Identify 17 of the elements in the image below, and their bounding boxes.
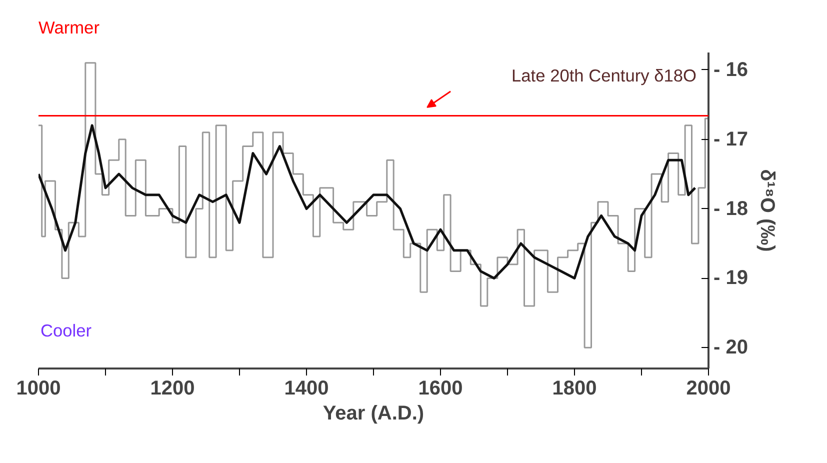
line-series bbox=[38, 124, 696, 280]
annotation: Cooler bbox=[40, 320, 92, 340]
y-tick-label: - 17 bbox=[714, 128, 748, 150]
y-tick-label: - 20 bbox=[714, 336, 748, 359]
y-tick-label: - 18 bbox=[714, 198, 748, 220]
y-axis-title: δ¹⁸O (‰) bbox=[756, 169, 778, 252]
y-tick-label: - 19 bbox=[714, 267, 748, 290]
x-tick-label: 1000 bbox=[16, 378, 61, 400]
x-tick-label: 1200 bbox=[150, 378, 195, 400]
x-tick-label: 1600 bbox=[418, 378, 463, 400]
x-axis-title: Year (A.D.) bbox=[322, 402, 424, 424]
ref-line-label: Late 20th Century δ18O bbox=[512, 66, 697, 86]
x-tick-label: 1400 bbox=[284, 378, 329, 400]
y-tick-label: - 16 bbox=[714, 58, 748, 81]
x-tick-label: 2000 bbox=[686, 378, 731, 400]
x-tick-label: 1800 bbox=[552, 378, 597, 400]
text: Warmer bbox=[38, 18, 100, 38]
